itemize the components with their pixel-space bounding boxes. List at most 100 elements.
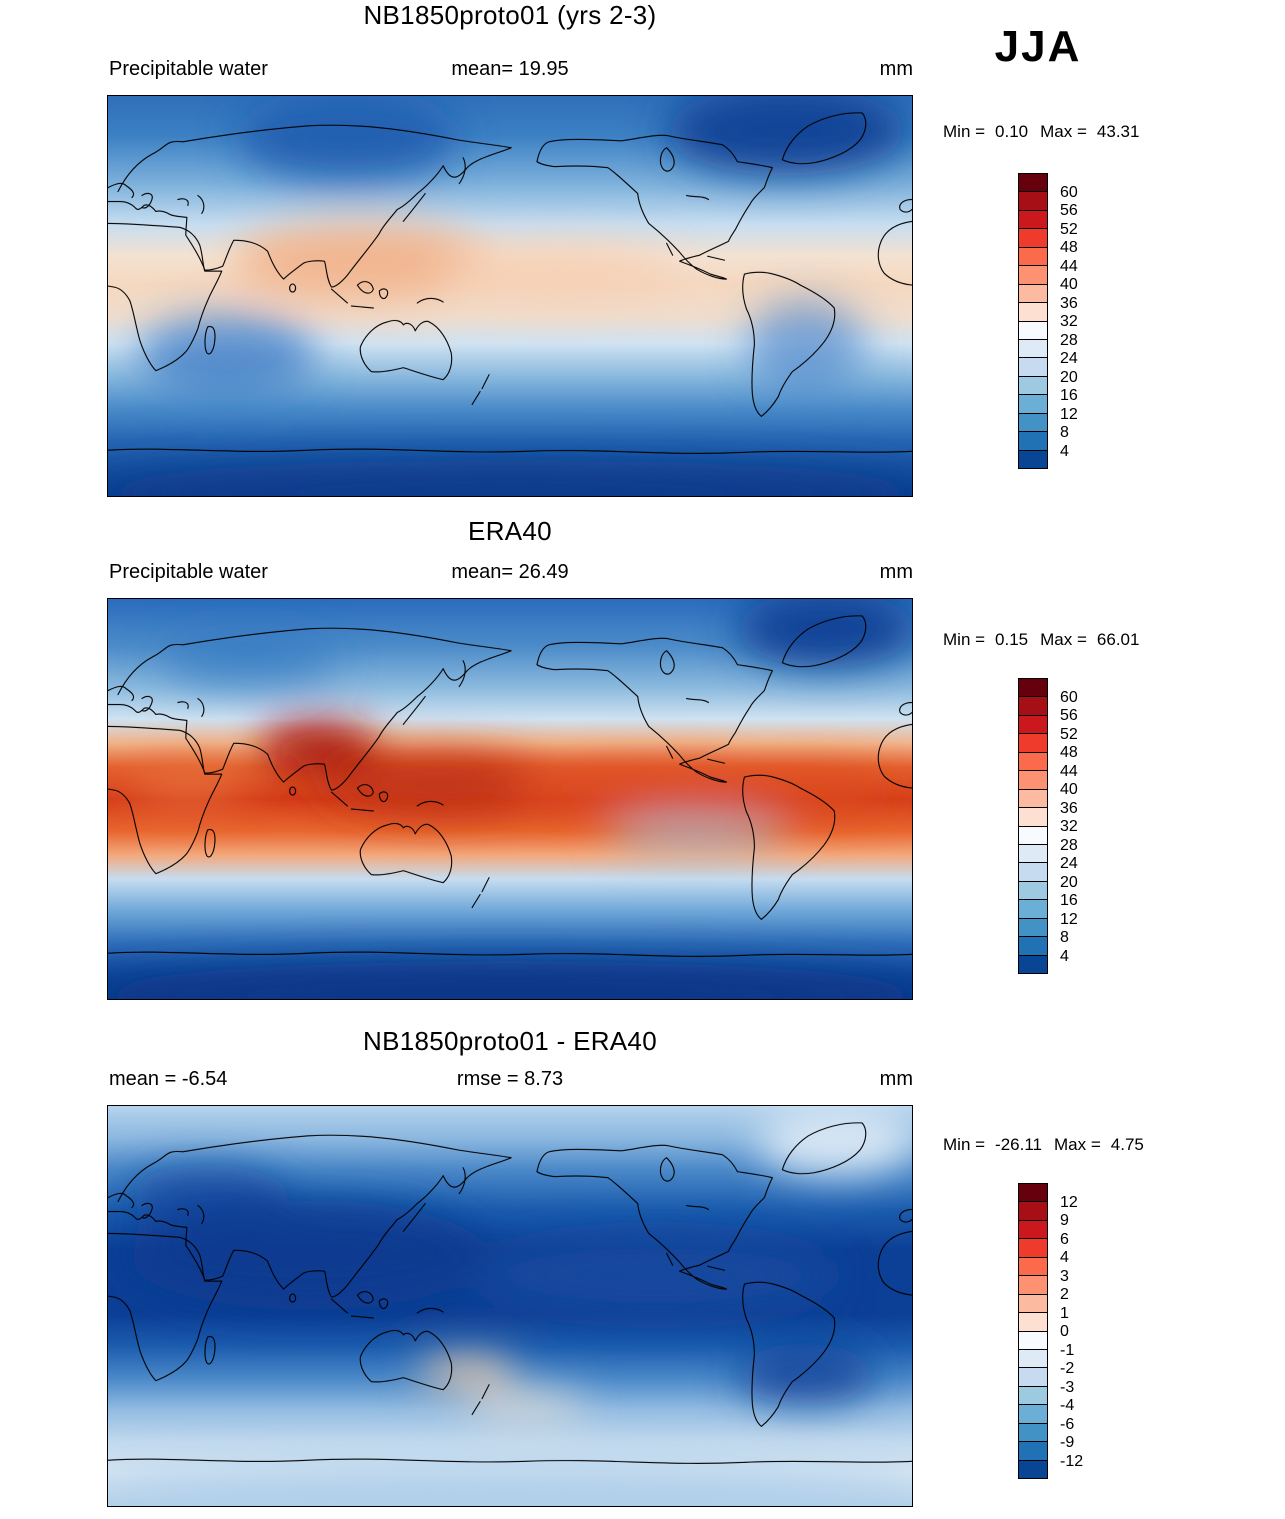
- colorbar-segment: [1019, 899, 1047, 918]
- panel1-mean-stat: mean= 19.95: [451, 58, 569, 80]
- min-value: 0.15: [995, 630, 1029, 649]
- colorbar-tick-label: -6: [1060, 1415, 1075, 1433]
- colorbar-tick-label: -3: [1060, 1378, 1075, 1396]
- colorbar-tick-label: 52: [1060, 220, 1078, 238]
- colorbar-segment: [1019, 807, 1047, 826]
- colorbar-segment: [1019, 917, 1047, 937]
- colorbar-segment: [1019, 375, 1047, 395]
- colorbar-segment: [1019, 788, 1047, 808]
- colorbar-tick-label: 16: [1060, 892, 1078, 909]
- colorbar-segment: [1019, 770, 1047, 789]
- world-map-model: [108, 96, 912, 496]
- colorbar-tick-label: 4: [1060, 947, 1069, 965]
- colorbar-tick-label: 44: [1060, 257, 1078, 275]
- colorbar-tick-label: 28: [1060, 331, 1078, 349]
- colorbar-segment: [1019, 265, 1047, 284]
- colorbar-tick-label: 24: [1060, 350, 1078, 367]
- world-map-difference: [108, 1106, 912, 1506]
- colorbar-tick-label: 20: [1060, 873, 1078, 891]
- colorbar-segment: [1019, 338, 1047, 358]
- colorbar-tick-label: 8: [1060, 424, 1069, 441]
- colorbar-segment: [1019, 412, 1047, 432]
- min-value: -26.11: [995, 1135, 1042, 1154]
- colorbar-tick-label: 48: [1060, 744, 1078, 761]
- colorbar-segment: [1019, 283, 1047, 303]
- colorbar-tick-label: 44: [1060, 762, 1078, 780]
- panel3-units-label: mm: [879, 1068, 913, 1090]
- field-features: [108, 96, 912, 496]
- panel2-minmax: Min = 0.15 Max = 66.01: [943, 630, 1273, 650]
- colorbar-tick-label: 32: [1060, 313, 1078, 330]
- colorbar-tick-label: 12: [1060, 405, 1078, 423]
- colorbar-segment: [1019, 862, 1047, 881]
- colorbar-segment: [1019, 1201, 1047, 1220]
- colorbar-tick-label: 36: [1060, 294, 1078, 312]
- colorbar-segment: [1019, 1275, 1047, 1294]
- colorbar-segment: [1019, 1330, 1047, 1349]
- panel3-mean-stat: mean = -6.54: [109, 1068, 228, 1090]
- colorbar-segment: [1019, 1184, 1047, 1202]
- panel1-variable-label: Precipitable water: [109, 58, 268, 80]
- colorbar-segment: [1019, 1404, 1047, 1423]
- panel1-title: NB1850proto01 (yrs 2-3): [363, 0, 657, 30]
- panel2-colorbar: 60 56 52 48 44 40 36 32 28 24 20 16 12 8 4: [1018, 678, 1118, 978]
- min-label: Min =: [943, 122, 986, 141]
- colorbar-tick-label: -4: [1060, 1397, 1075, 1414]
- colorbar-tick-label: 56: [1060, 202, 1078, 219]
- colorbar-tick-label: 1: [1060, 1304, 1069, 1322]
- panel1-minmax: Min = 0.10 Max = 43.31: [943, 122, 1273, 142]
- colorbar-tick-label: 60: [1060, 183, 1078, 201]
- colorbar-tick-label: 9: [1060, 1212, 1069, 1229]
- colorbar-tick-label: 12: [1060, 910, 1078, 928]
- colorbar-segment: [1019, 751, 1047, 771]
- colorbar-tick-label: 0: [1060, 1323, 1069, 1340]
- colorbar-segment: [1019, 1441, 1047, 1460]
- colorbar-tick-label: -9: [1060, 1434, 1075, 1451]
- colorbar-bar: [1018, 678, 1048, 974]
- colorbar-segment: [1019, 1367, 1047, 1386]
- panel1-map: [107, 95, 913, 497]
- panel1-units-label: mm: [879, 58, 913, 80]
- max-label: Max =: [1054, 1135, 1101, 1154]
- colorbar-segment: [1019, 302, 1047, 321]
- colorbar-segment: [1019, 320, 1047, 339]
- colorbar-tick-label: 20: [1060, 368, 1078, 386]
- colorbar-segment: [1019, 246, 1047, 266]
- colorbar-segment: [1019, 954, 1047, 973]
- min-label: Min =: [943, 630, 986, 649]
- colorbar-segment: [1019, 714, 1047, 734]
- season-label: JJA: [994, 22, 1082, 71]
- colorbar-segment: [1019, 394, 1047, 413]
- colorbar-segment: [1019, 1219, 1047, 1239]
- min-value: 0.10: [995, 122, 1029, 141]
- colorbar-bar: [1018, 173, 1048, 469]
- colorbar-segment: [1019, 174, 1047, 192]
- panel2-mean-stat: mean= 26.49: [451, 561, 569, 583]
- colorbar-segment: [1019, 1385, 1047, 1405]
- colorbar-segment: [1019, 1238, 1047, 1257]
- panel2-header-row: Precipitable water mean= 26.49 mm: [107, 561, 913, 585]
- colorbar-segment: [1019, 843, 1047, 863]
- colorbar-tick-label: 32: [1060, 818, 1078, 835]
- colorbar-tick-label: -12: [1060, 1452, 1084, 1470]
- colorbar-segment: [1019, 449, 1047, 468]
- colorbar-segment: [1019, 1312, 1047, 1331]
- panel3-title: NB1850proto01 - ERA40: [363, 1026, 657, 1056]
- colorbar-tick-label: 6: [1060, 1230, 1069, 1248]
- panel3-minmax: Min = -26.11 Max = 4.75: [943, 1135, 1273, 1155]
- colorbar-segment: [1019, 1293, 1047, 1313]
- colorbar-segment: [1019, 1459, 1047, 1478]
- max-value: 4.75: [1110, 1135, 1144, 1154]
- colorbar-tick-label: 24: [1060, 855, 1078, 872]
- colorbar-tick-label: 60: [1060, 688, 1078, 706]
- max-label: Max =: [1040, 122, 1087, 141]
- colorbar-segment: [1019, 1422, 1047, 1442]
- max-value: 43.31: [1096, 122, 1140, 141]
- colorbar-segment: [1019, 431, 1047, 450]
- colorbar-segment: [1019, 880, 1047, 900]
- field-features: [108, 599, 912, 999]
- colorbar-segment: [1019, 696, 1047, 715]
- colorbar-tick-label: 2: [1060, 1286, 1069, 1303]
- field-features: [108, 1106, 912, 1506]
- colorbar-tick-label: 3: [1060, 1267, 1069, 1285]
